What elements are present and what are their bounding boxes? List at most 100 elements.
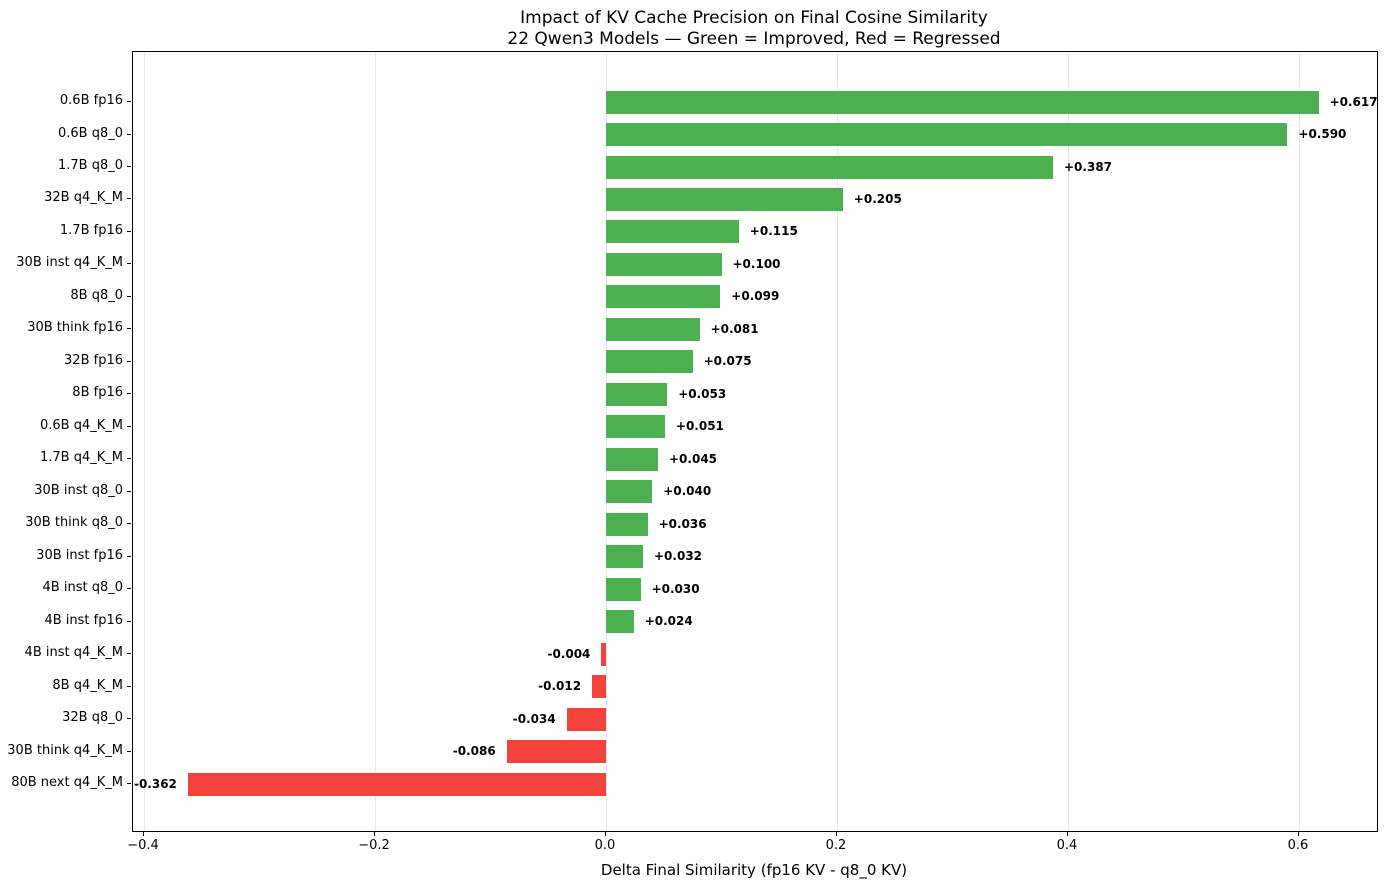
x-tick-mark	[374, 832, 375, 836]
bar-value-label: +0.030	[651, 581, 700, 596]
bar-value-label: +0.205	[853, 191, 902, 206]
y-tick-label: 30B think q4_K_M	[7, 742, 123, 758]
gridline	[1299, 52, 1300, 831]
y-tick-mark	[127, 328, 131, 330]
bar	[606, 350, 693, 374]
bar-value-label: -0.362	[133, 776, 177, 791]
y-tick-mark	[127, 393, 131, 395]
x-tick-label: 0.0	[594, 838, 616, 853]
bar	[592, 675, 606, 699]
x-axis-label: Delta Final Similarity (fp16 KV - q8_0 K…	[600, 861, 908, 879]
bar-value-label: +0.387	[1064, 159, 1113, 174]
bar	[606, 252, 722, 276]
bar-value-label: +0.075	[703, 354, 752, 369]
x-tick-label: −0.4	[127, 838, 159, 853]
bar	[566, 707, 606, 731]
bar-value-label: -0.086	[452, 744, 496, 758]
y-tick-label: 32B q4_K_M	[44, 190, 123, 206]
bar-value-label: +0.053	[678, 386, 727, 401]
y-tick-mark	[127, 523, 131, 525]
chart-title-block: Impact of KV Cache Precision on Final Co…	[132, 8, 1376, 50]
x-tick-mark	[143, 832, 144, 836]
y-tick-mark	[127, 133, 131, 135]
y-tick-mark	[127, 620, 131, 622]
y-tick-mark	[127, 166, 131, 167]
y-tick-label: 1.7B fp16	[59, 222, 123, 238]
y-tick-label: 0.6B q4_K_M	[40, 417, 123, 433]
bar-value-label: +0.617	[1329, 94, 1378, 109]
bar	[606, 220, 739, 244]
y-tick-label: 1.7B q8_0	[57, 158, 123, 173]
y-tick-mark	[127, 783, 131, 784]
x-tick-label: 0.2	[825, 838, 847, 853]
chart-title: Impact of KV Cache Precision on Final Co…	[520, 8, 988, 28]
y-tick-label: 1.7B q4_K_M	[40, 450, 123, 466]
bar-value-label: -0.034	[512, 711, 556, 726]
bar	[606, 285, 721, 309]
y-tick-label: 4B inst q8_0	[42, 580, 123, 596]
y-tick-mark	[127, 230, 131, 232]
x-tick-label: 0.6	[1287, 838, 1309, 853]
gridline	[606, 52, 607, 831]
y-tick-mark	[127, 750, 131, 752]
y-tick-mark	[127, 718, 131, 719]
chart-subtitle: 22 Qwen3 Models — Green = Improved, Red …	[507, 29, 1001, 49]
bar	[606, 382, 668, 406]
bar-value-label: -0.004	[547, 646, 591, 661]
y-tick-label: 4B inst q4_K_M	[24, 645, 123, 661]
y-tick-label: 32B fp16	[64, 352, 123, 368]
y-tick-label: 32B q8_0	[62, 710, 123, 725]
x-tick-label: −0.2	[358, 838, 390, 853]
bar	[506, 740, 606, 763]
y-tick-label: 30B inst q8_0	[34, 482, 123, 498]
y-tick-mark	[127, 490, 131, 492]
bar	[606, 610, 634, 634]
y-tick-mark	[127, 425, 131, 427]
gridline	[375, 52, 376, 831]
bar	[606, 155, 1053, 179]
y-tick-label: 30B inst fp16	[36, 547, 123, 563]
x-tick-mark	[1298, 832, 1299, 836]
y-tick-mark	[127, 555, 131, 557]
bar-value-label: +0.590	[1298, 127, 1347, 141]
y-tick-mark	[127, 685, 131, 687]
y-tick-mark	[127, 653, 131, 655]
gridline	[144, 52, 145, 831]
bar	[601, 642, 606, 666]
bar	[606, 577, 641, 601]
plot-area: +0.617 +0.590 +0.387 +0.205 +0.115 +0.100 +0.0…	[132, 51, 1378, 832]
x-tick-mark	[836, 832, 837, 836]
gridline	[1068, 52, 1069, 831]
bar	[606, 317, 700, 341]
bar	[606, 512, 648, 536]
bar-value-label: +0.100	[732, 256, 781, 271]
y-tick-label: 8B fp16	[72, 385, 123, 401]
y-tick-label: 30B think fp16	[27, 320, 123, 336]
bar-value-label: +0.040	[663, 484, 712, 499]
y-tick-mark	[127, 101, 131, 102]
y-tick-mark	[127, 295, 131, 297]
bar	[606, 90, 1319, 114]
y-tick-label: 8B q4_K_M	[52, 677, 123, 693]
y-tick-label: 30B inst q4_K_M	[16, 255, 123, 271]
bar-value-label: +0.032	[654, 549, 703, 564]
y-tick-label: 4B inst fp16	[44, 612, 123, 628]
gridline	[837, 52, 838, 831]
x-tick-mark	[605, 832, 606, 836]
bar-value-label: +0.081	[710, 321, 759, 336]
x-tick-label: 0.4	[1056, 838, 1078, 853]
y-tick-mark	[127, 360, 131, 362]
y-tick-label: 30B think q8_0	[25, 515, 123, 531]
y-tick-mark	[127, 458, 131, 460]
bar	[606, 123, 1288, 146]
bar	[606, 187, 843, 211]
y-tick-label: 80B next q4_K_M	[11, 775, 123, 790]
bar	[606, 447, 658, 471]
y-tick-mark	[127, 263, 131, 265]
bar	[606, 545, 643, 569]
bar-value-label: +0.036	[658, 516, 707, 531]
bar-value-label: +0.099	[731, 289, 780, 304]
y-tick-label: 0.6B fp16	[59, 93, 123, 108]
bar	[606, 415, 665, 439]
y-tick-label: 0.6B q8_0	[57, 125, 123, 141]
